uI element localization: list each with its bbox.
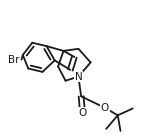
Text: N: N — [75, 72, 82, 82]
Text: O: O — [78, 108, 87, 118]
Text: Br: Br — [8, 55, 20, 65]
Text: O: O — [101, 103, 109, 113]
